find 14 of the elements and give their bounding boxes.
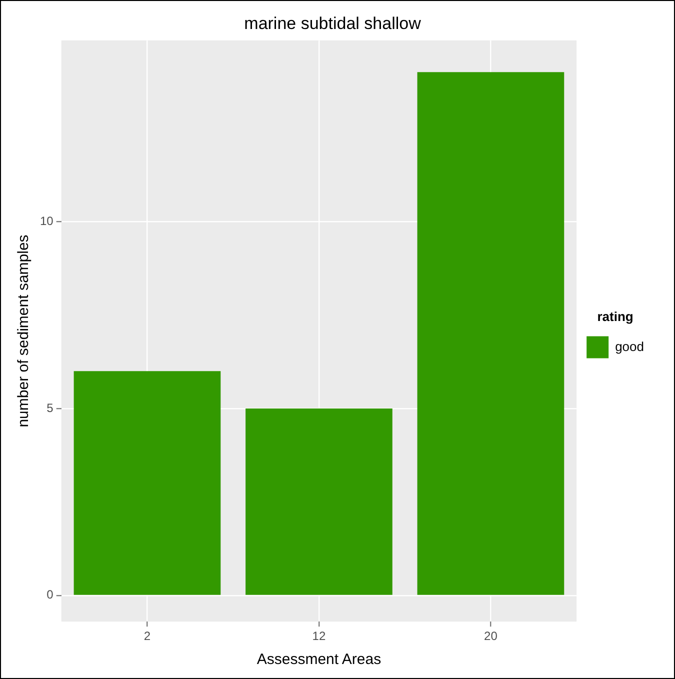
chart-title: marine subtidal shallow bbox=[244, 14, 422, 33]
bar bbox=[74, 371, 221, 595]
bar bbox=[417, 72, 564, 595]
legend-label: good bbox=[615, 338, 644, 354]
y-tick-label: 0 bbox=[46, 588, 54, 602]
y-tick-label: 5 bbox=[46, 400, 54, 415]
bar bbox=[246, 408, 392, 595]
x-tick-label: 12 bbox=[312, 629, 326, 644]
x-axis-title: Assessment Areas bbox=[256, 651, 382, 668]
legend-title: rating bbox=[597, 308, 634, 324]
x-tick-label: 20 bbox=[484, 629, 498, 644]
x-tick-label: 2 bbox=[144, 629, 151, 644]
y-tick-label: 10 bbox=[40, 214, 54, 228]
y-axis-title: number of sediment samples bbox=[15, 234, 32, 428]
